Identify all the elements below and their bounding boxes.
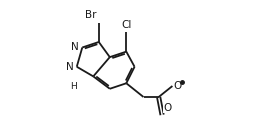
Text: Br: Br [85, 10, 96, 20]
Text: O: O [174, 81, 182, 91]
Text: Cl: Cl [121, 20, 132, 30]
Text: H: H [70, 82, 77, 91]
Text: N: N [66, 62, 73, 72]
Text: N: N [71, 43, 79, 53]
Text: O: O [164, 103, 172, 113]
